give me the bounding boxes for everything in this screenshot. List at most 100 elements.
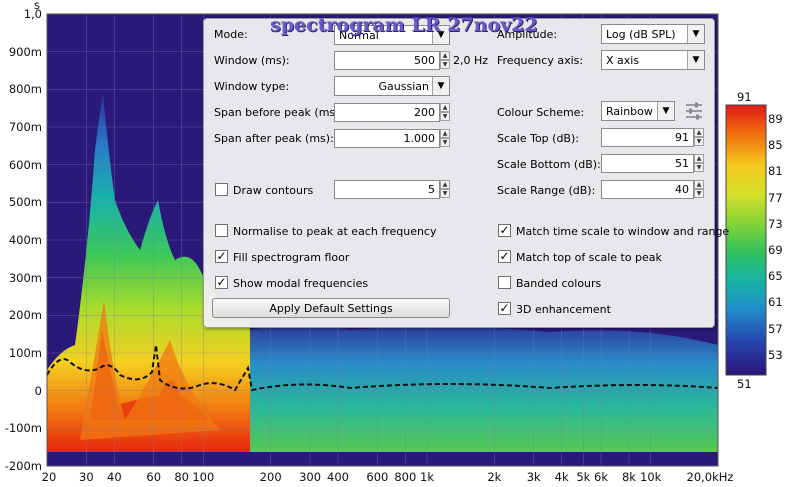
- x-tick-label: 300: [299, 470, 322, 484]
- colorbar-tick-label: 81: [768, 164, 783, 179]
- scale-range-field[interactable]: 40: [601, 180, 694, 199]
- y-tick-label: 600m: [8, 157, 42, 172]
- show-modal-checkbox[interactable]: ✓: [215, 276, 228, 289]
- freq-axis-select[interactable]: X axis ▼: [601, 50, 705, 70]
- normalise-checkbox[interactable]: [215, 224, 228, 237]
- mode-label: Mode:: [214, 28, 248, 41]
- y-tick-label: 200m: [8, 308, 42, 323]
- apply-default-settings-button[interactable]: Apply Default Settings: [212, 298, 450, 318]
- y-tick-label: 400m: [8, 233, 42, 247]
- y-tick-label: 300m: [8, 270, 42, 285]
- spectrogram-controls-panel: Mode: Normal ▼ Window (ms): 500 ▲ ▼ 2,0 H…: [203, 18, 729, 328]
- contours-stepper[interactable]: ▲ ▼: [440, 180, 450, 199]
- x-tick-label: 8k: [621, 470, 636, 484]
- colorbar-tick-label: 57: [768, 321, 783, 336]
- y-tick-label: -100m: [4, 421, 42, 436]
- x-tick-label: 30: [79, 470, 94, 484]
- window-label: Window (ms):: [214, 54, 290, 67]
- scale-top-stepper[interactable]: ▲ ▼: [694, 128, 704, 147]
- x-tick-label: 100: [192, 470, 215, 484]
- window-resolution: 2,0 Hz: [453, 54, 489, 67]
- contours-field[interactable]: 5: [334, 180, 440, 199]
- plot-frame: [46, 13, 719, 467]
- span-before-field[interactable]: 200: [334, 103, 440, 122]
- x-tick-label: 60: [146, 470, 162, 484]
- y-tick-label: 0: [34, 383, 42, 398]
- banded-colours-label: Banded colours: [516, 277, 602, 290]
- colorbar-tick-label: 61: [768, 295, 783, 310]
- x-tick-label: 1k: [420, 470, 434, 484]
- x-tick-label: 6k: [594, 470, 609, 484]
- mode-select[interactable]: Normal ▼: [334, 25, 450, 45]
- y-tick-label: 1,0: [23, 7, 42, 21]
- x-tick-label: 200: [259, 470, 282, 484]
- match-time-checkbox[interactable]: ✓: [498, 224, 511, 237]
- colorbar-tick-label: 85: [768, 138, 783, 153]
- colorbar-tick-label: 65: [768, 269, 783, 284]
- x-tick-label: 20,0kHz: [686, 470, 734, 484]
- banded-colours-checkbox[interactable]: [498, 276, 511, 289]
- colorbar-top-label: 91: [737, 90, 752, 104]
- span-after-stepper[interactable]: ▲ ▼: [440, 129, 450, 148]
- colorbar-tick-label: 69: [768, 243, 783, 257]
- colour-scheme-select[interactable]: Rainbow ▼: [601, 101, 675, 121]
- y-tick-label: 700m: [8, 120, 42, 134]
- window-type-select[interactable]: Gaussian ▼: [334, 76, 450, 96]
- chevron-down-icon: ▼: [687, 51, 704, 69]
- x-tick-label: 3k: [526, 470, 541, 484]
- x-tick-label: 10k: [640, 470, 662, 484]
- chevron-down-icon: ▼: [687, 25, 704, 43]
- x-tick-label: 400: [327, 470, 349, 484]
- fill-floor-label: Fill spectrogram floor: [233, 251, 350, 264]
- fill-floor-checkbox[interactable]: ✓: [215, 250, 228, 263]
- freq-axis-label: Frequency axis:: [497, 54, 584, 67]
- scale-top-field[interactable]: 91: [601, 128, 694, 147]
- scale-bottom-stepper[interactable]: ▲ ▼: [694, 154, 704, 173]
- span-after-field[interactable]: 1.000: [334, 129, 440, 148]
- draw-contours-label: Draw contours: [233, 184, 314, 197]
- x-tick-label: 80: [174, 470, 189, 484]
- window-stepper[interactable]: ▲ ▼: [440, 51, 450, 70]
- colorbar: [725, 104, 767, 376]
- modal-trace: [46, 344, 719, 392]
- match-time-label: Match time scale to window and range: [516, 225, 730, 238]
- span-after-label: Span after peak (ms):: [214, 132, 334, 145]
- scale-range-label: Scale Range (dB):: [497, 184, 596, 197]
- x-tick-label: 600: [366, 470, 389, 484]
- scale-bottom-label: Scale Bottom (dB):: [497, 158, 601, 171]
- scale-range-stepper[interactable]: ▲ ▼: [694, 180, 704, 199]
- x-tick-label: 2k: [487, 470, 502, 484]
- span-before-label: Span before peak (ms):: [214, 106, 344, 119]
- show-modal-label: Show modal frequencies: [233, 277, 369, 290]
- colorbar-tick-label: 89: [768, 112, 783, 126]
- normalise-label: Normalise to peak at each frequency: [233, 225, 437, 238]
- checkmark-icon: ✓: [216, 275, 227, 289]
- span-before-stepper[interactable]: ▲ ▼: [440, 103, 450, 122]
- match-top-label: Match top of scale to peak: [516, 251, 662, 264]
- colorbar-bottom-label: 51: [737, 377, 752, 391]
- chevron-down-icon: ▼: [432, 77, 449, 95]
- y-tick-label: 900m: [8, 44, 42, 59]
- amplitude-label: Amplitude:: [497, 28, 558, 41]
- scale-top-label: Scale Top (dB):: [497, 132, 579, 145]
- checkmark-icon: ✓: [499, 249, 510, 263]
- chart-title: spectrogram LR 27nov22: [270, 14, 538, 36]
- chevron-down-icon: ▼: [657, 102, 674, 120]
- colorbar-tick-label: 73: [768, 216, 783, 231]
- colorbar-tick-label: 53: [768, 347, 783, 362]
- 3d-enhancement-label: 3D enhancement: [516, 303, 611, 316]
- match-top-checkbox[interactable]: ✓: [498, 250, 511, 263]
- colorbar-tick-label: 77: [768, 190, 783, 205]
- x-tick-label: 20: [41, 470, 57, 484]
- window-type-label: Window type:: [214, 80, 290, 93]
- scale-bottom-field[interactable]: 51: [601, 154, 694, 173]
- draw-contours-checkbox[interactable]: [215, 183, 228, 196]
- sliders-icon[interactable]: [685, 101, 703, 121]
- 3d-enhancement-checkbox[interactable]: ✓: [498, 302, 511, 315]
- x-tick-label: 5k: [576, 470, 591, 484]
- window-field[interactable]: 500: [334, 51, 440, 70]
- y-tick-label: 100m: [8, 346, 42, 360]
- amplitude-select[interactable]: Log (dB SPL) ▼: [601, 24, 705, 44]
- spectrogram-hf-band: [250, 325, 718, 452]
- checkmark-icon: ✓: [499, 301, 510, 315]
